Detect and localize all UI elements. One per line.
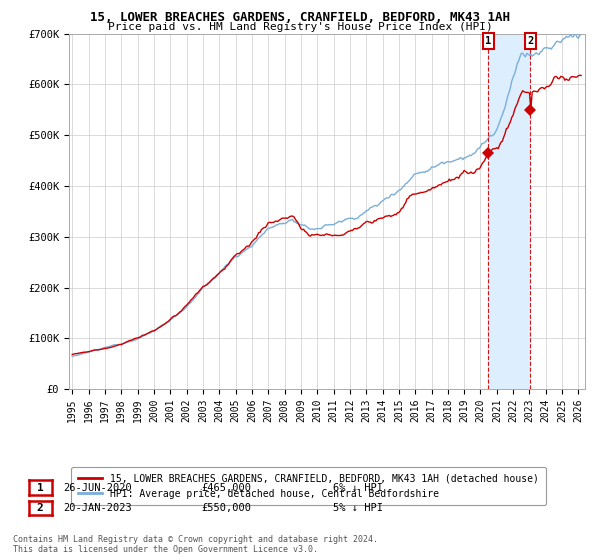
Text: 26-JUN-2020: 26-JUN-2020 — [63, 483, 132, 493]
Bar — [488, 34, 530, 389]
Text: 1: 1 — [37, 483, 44, 493]
Text: £550,000: £550,000 — [201, 503, 251, 514]
Text: 2: 2 — [37, 503, 44, 513]
Text: 6% ↓ HPI: 6% ↓ HPI — [333, 483, 383, 493]
Text: 15, LOWER BREACHES GARDENS, CRANFIELD, BEDFORD, MK43 1AH: 15, LOWER BREACHES GARDENS, CRANFIELD, B… — [90, 11, 510, 24]
Text: Price paid vs. HM Land Registry's House Price Index (HPI): Price paid vs. HM Land Registry's House … — [107, 22, 493, 32]
Text: 20-JAN-2023: 20-JAN-2023 — [63, 503, 132, 514]
Text: £465,000: £465,000 — [201, 483, 251, 493]
Legend: 15, LOWER BREACHES GARDENS, CRANFIELD, BEDFORD, MK43 1AH (detached house), HPI: : 15, LOWER BREACHES GARDENS, CRANFIELD, B… — [71, 467, 546, 506]
Text: 2: 2 — [527, 36, 533, 46]
Text: 1: 1 — [485, 36, 491, 46]
Bar — [530, 34, 595, 389]
Text: Contains HM Land Registry data © Crown copyright and database right 2024.
This d: Contains HM Land Registry data © Crown c… — [13, 535, 378, 554]
Text: 5% ↓ HPI: 5% ↓ HPI — [333, 503, 383, 514]
